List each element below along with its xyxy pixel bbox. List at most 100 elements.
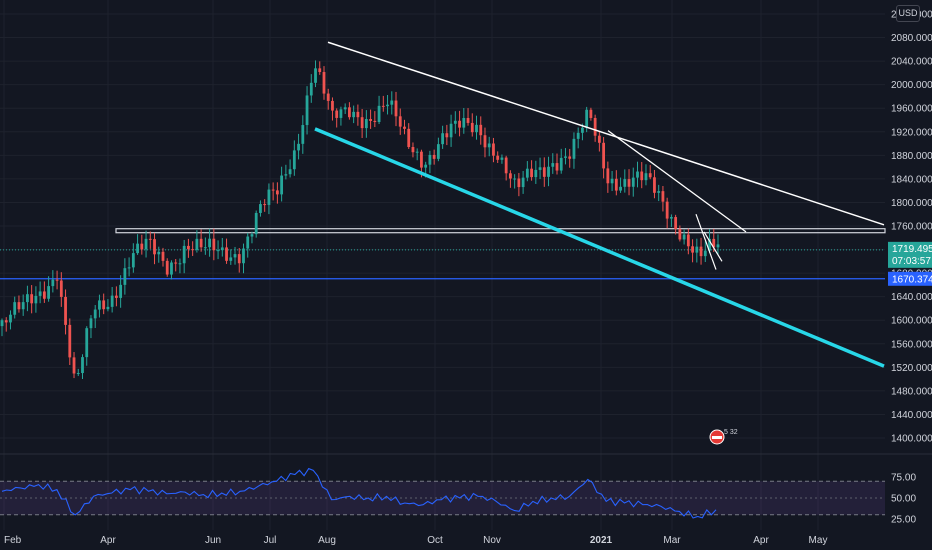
candle-body[interactable] [165,260,169,275]
candle-body[interactable] [0,320,4,327]
candle-body[interactable] [398,116,402,127]
candle-body[interactable] [305,95,309,126]
candle-body[interactable] [30,294,34,304]
candle-body[interactable] [72,357,76,374]
candle-body[interactable] [81,357,84,374]
candle-body[interactable] [114,295,118,298]
candle-body[interactable] [716,244,720,248]
candle-body[interactable] [703,250,707,257]
candle-body[interactable] [17,302,21,310]
candle-body[interactable] [360,117,364,129]
candle-body[interactable] [458,120,461,128]
candle-body[interactable] [275,190,279,195]
wedge-line-b[interactable] [703,231,723,262]
candle-body[interactable] [564,156,567,158]
rsi-line[interactable] [1,467,717,519]
candle-body[interactable] [280,175,284,195]
candle-body[interactable] [407,128,411,148]
candle-body[interactable] [441,133,445,145]
candle-body[interactable] [445,133,449,138]
candle-body[interactable] [674,217,678,229]
trendlines[interactable] [314,41,885,368]
price-axis[interactable]: 1400.000 1440.000 1480.000 1520.000 1560.000… [891,10,932,445]
candle-body[interactable] [288,169,292,175]
candle-body[interactable] [394,100,398,117]
steep-trendline[interactable] [607,130,747,233]
candle-body[interactable] [55,279,59,281]
candle-body[interactable] [470,122,474,133]
candle-body[interactable] [178,263,182,265]
candle-body[interactable] [653,177,656,193]
candle-body[interactable] [144,238,148,250]
candle-body[interactable] [110,295,114,307]
candle-body[interactable] [161,251,165,261]
candle-body[interactable] [271,189,275,191]
candle-body[interactable] [436,144,440,159]
candle-body[interactable] [85,328,89,358]
candle-body[interactable] [38,291,42,296]
candle-body[interactable] [64,296,67,325]
candle-body[interactable] [136,243,139,254]
candle-body[interactable] [542,167,546,177]
candle-body[interactable] [21,302,25,310]
candle-body[interactable] [602,142,606,169]
candle-body[interactable] [297,143,300,151]
candle-body[interactable] [373,120,377,123]
candle-body[interactable] [335,110,339,118]
candle-body[interactable] [47,286,51,299]
candle-body[interactable] [568,156,572,159]
candle-body[interactable] [225,247,228,261]
candle-body[interactable] [581,127,584,133]
candle-body[interactable] [174,262,178,264]
candle-body[interactable] [475,124,478,133]
candle-body[interactable] [665,201,669,219]
candle-body[interactable] [170,262,173,275]
candle-body[interactable] [517,178,521,188]
candle-body[interactable] [504,157,508,174]
candle-body[interactable] [26,294,29,303]
event-badge[interactable]: 5 32 [709,429,738,445]
candle-body[interactable] [233,254,237,258]
candle-body[interactable] [42,291,46,299]
candle-body[interactable] [123,268,127,285]
candle-body[interactable] [51,279,55,287]
candle-body[interactable] [627,179,631,187]
candle-body[interactable] [195,238,199,250]
candle-body[interactable] [589,109,593,118]
candle-body[interactable] [68,324,72,358]
resistance-zone[interactable] [115,228,886,234]
candlestick-series[interactable] [0,60,720,380]
candle-body[interactable] [551,163,555,167]
channel-trendline[interactable] [314,127,885,368]
candle-body[interactable] [237,254,241,264]
candle-body[interactable] [246,236,250,249]
candle-body[interactable] [432,154,436,159]
upper-trendline[interactable] [327,41,885,226]
candle-body[interactable] [513,178,517,180]
candle-body[interactable] [119,284,123,298]
candle-body[interactable] [631,177,635,187]
candle-body[interactable] [356,111,360,118]
candle-body[interactable] [377,105,381,123]
rsi-panel[interactable] [0,467,885,519]
candle-body[interactable] [229,257,233,261]
candle-body[interactable] [13,302,17,315]
candle-body[interactable] [420,151,423,168]
candle-body[interactable] [369,119,372,121]
candle-body[interactable] [208,238,211,248]
wedge-line-a[interactable] [695,214,717,270]
candle-body[interactable] [309,82,313,96]
candle-body[interactable] [250,234,254,237]
candle-body[interactable] [153,239,156,255]
candle-body[interactable] [322,72,326,94]
candle-body[interactable] [220,247,224,251]
candle-body[interactable] [212,238,216,251]
candle-body[interactable] [576,132,580,139]
candle-body[interactable] [648,173,652,178]
candle-body[interactable] [182,245,186,264]
candle-body[interactable] [381,105,385,107]
candle-body[interactable] [644,173,648,181]
candle-body[interactable] [331,100,334,111]
candle-body[interactable] [140,243,144,250]
